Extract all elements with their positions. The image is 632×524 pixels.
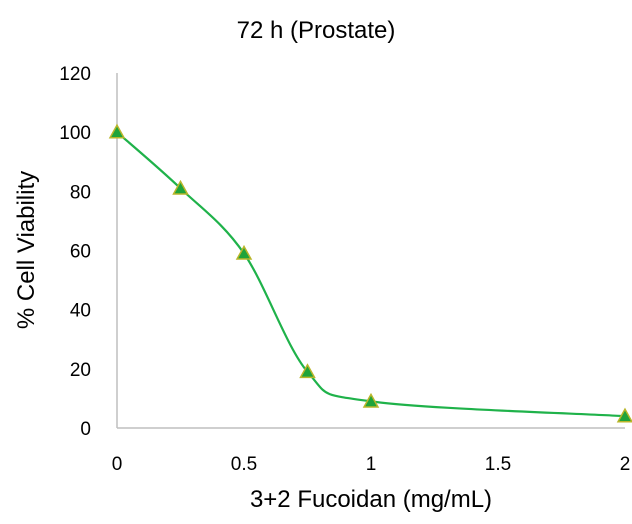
- data-point-marker: [362, 392, 380, 408]
- chart-title: 72 h (Prostate): [237, 17, 396, 44]
- y-axis-label: % Cell Viability: [13, 171, 40, 329]
- x-axis-label: 3+2 Fucoidan (mg/mL): [250, 486, 492, 513]
- data-point-marker: [616, 407, 632, 423]
- y-tick-label: 20: [70, 360, 91, 381]
- y-tick-label: 80: [70, 182, 91, 203]
- y-tick-label: 0: [80, 419, 91, 440]
- x-tick-label: 1: [366, 454, 377, 475]
- y-tick-label: 100: [59, 123, 91, 144]
- x-tick-label: 1.5: [485, 454, 511, 475]
- y-tick-label: 60: [70, 242, 91, 263]
- y-tick-label: 40: [70, 301, 91, 322]
- series-lines: [116, 131, 626, 418]
- y-tick-label: 120: [59, 64, 91, 85]
- x-tick-label: 0: [112, 454, 123, 475]
- data-point-marker: [172, 179, 189, 195]
- x-tick-labels: 0 0.5 1 1.5 2: [112, 454, 631, 475]
- x-tick-label: 0.5: [231, 454, 257, 475]
- y-tick-labels: 0 20 40 60 80 100 120: [59, 64, 91, 440]
- series-markers: [108, 123, 632, 423]
- data-point-marker: [299, 363, 316, 379]
- data-point-marker: [235, 244, 253, 260]
- data-point-marker: [108, 123, 126, 139]
- x-tick-label: 2: [620, 454, 631, 475]
- series-line: [116, 131, 626, 418]
